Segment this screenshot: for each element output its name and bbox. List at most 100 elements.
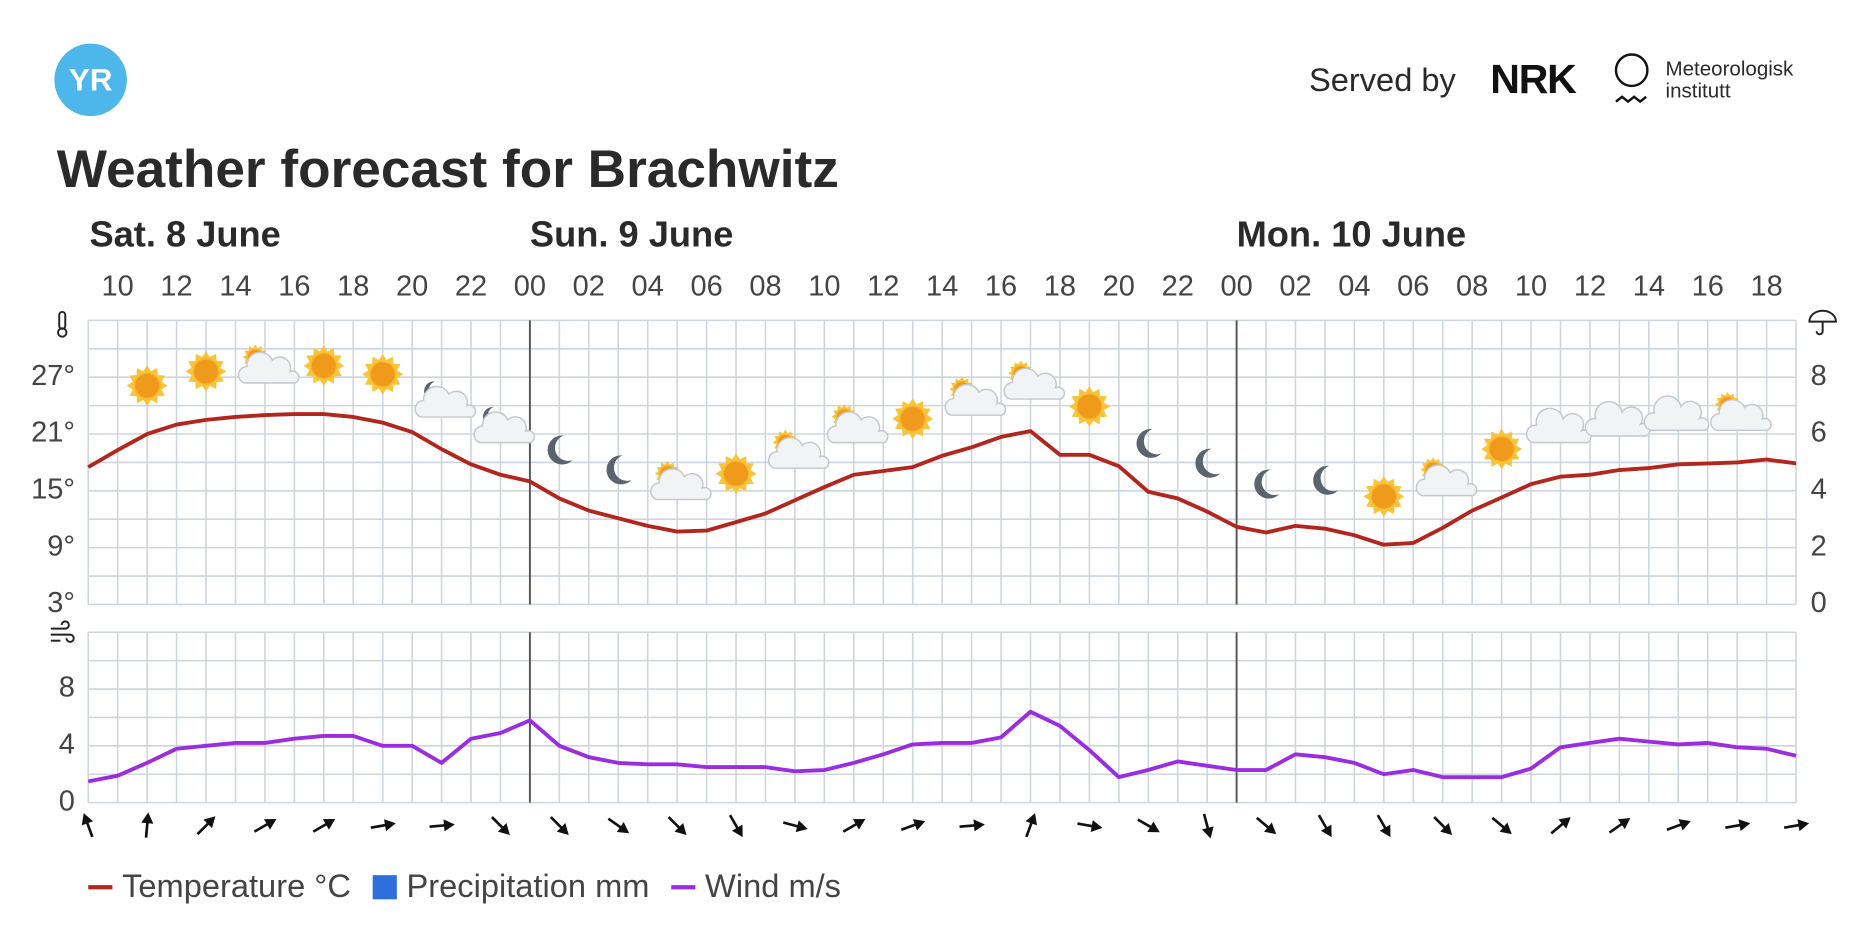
weather-icon <box>1525 407 1592 444</box>
x-tick-label: 08 <box>749 270 781 302</box>
legend-label: Wind m/s <box>705 867 841 904</box>
arrow-head <box>384 819 396 832</box>
moon <box>1254 469 1280 499</box>
arrow-head <box>674 823 687 836</box>
wind-arrow <box>782 820 808 833</box>
y2-tick-label: 0 <box>1811 587 1827 619</box>
wind-arrow <box>1783 819 1810 832</box>
x-tick-label: 14 <box>1633 270 1665 302</box>
wind-arrow <box>1376 814 1391 838</box>
x-tick-label: 16 <box>985 270 1017 302</box>
arrow-head <box>852 818 866 830</box>
cloud <box>1415 464 1478 497</box>
x-tick-label: 14 <box>219 270 251 302</box>
cloud <box>1003 367 1066 400</box>
series-line <box>87 709 1797 784</box>
y-tick-label: 27° <box>31 360 75 392</box>
x-tick-label: 00 <box>514 270 546 302</box>
sun-disc <box>1370 483 1398 510</box>
yr-logo[interactable] <box>54 43 127 117</box>
arrow-head <box>1201 826 1214 839</box>
arrow-head <box>1025 813 1037 826</box>
weather-icon <box>1584 400 1651 437</box>
legend-label: Precipitation mm <box>407 867 650 904</box>
weather-icon <box>1313 465 1338 495</box>
sun-disc <box>899 405 926 432</box>
weather-icon <box>826 404 889 444</box>
moon <box>1195 448 1221 478</box>
day-label: Sat. 8 June <box>89 214 280 255</box>
wind-arrow <box>959 819 985 832</box>
weather-icon <box>126 365 168 407</box>
x-tick-label: 08 <box>1456 270 1488 302</box>
weather-icon <box>715 453 757 495</box>
cloud <box>1584 400 1651 437</box>
weather-icon <box>414 381 477 418</box>
wind-arrow <box>900 819 926 831</box>
moon <box>606 455 632 485</box>
arrow-head <box>497 823 510 836</box>
weather-icon <box>1195 448 1221 478</box>
x-tick-label: 02 <box>573 270 605 302</box>
y2-tick-label: 4 <box>1811 473 1827 505</box>
arrow-head <box>973 819 985 832</box>
weather-icon <box>547 435 573 465</box>
y2-tick-label: 2 <box>1811 530 1827 562</box>
arrow-head <box>1440 823 1453 836</box>
arrow-head <box>443 819 455 832</box>
cloud <box>767 436 830 469</box>
met-name: Meteorologisk <box>1666 58 1795 81</box>
wind-arrow <box>429 819 455 832</box>
chart-title: Weather forecast for Brachwitz <box>57 140 839 199</box>
arrow-head <box>1090 820 1103 832</box>
legend-label: Temperature °C <box>122 867 351 904</box>
weather-icon <box>1643 395 1710 432</box>
x-tick-label: 10 <box>1515 270 1547 302</box>
cloud <box>1525 407 1592 444</box>
met-logo <box>1614 53 1649 88</box>
y-tick-label: 8 <box>59 672 75 704</box>
arrow-head <box>1379 824 1391 838</box>
y-tick-label: 3° <box>47 587 75 619</box>
x-tick-label: 02 <box>1279 270 1311 302</box>
weather-icon <box>650 460 712 501</box>
x-tick-label: 04 <box>1338 270 1370 302</box>
x-tick-label: 22 <box>1162 270 1194 302</box>
cloud <box>414 385 477 418</box>
wind-arrow <box>1725 819 1751 832</box>
x-tick-label: 18 <box>337 270 369 302</box>
nrk-logo[interactable]: NRK <box>1490 56 1578 102</box>
wind-arrow <box>1137 818 1160 833</box>
day-label: Sun. 9 June <box>530 214 733 255</box>
cloud <box>650 468 712 501</box>
arrow-head <box>203 816 216 829</box>
x-tick-label: 06 <box>1397 270 1429 302</box>
weather-icon <box>185 351 227 392</box>
legend-swatch <box>372 875 397 900</box>
arrow-head <box>912 819 926 831</box>
sun-disc <box>133 372 161 399</box>
wind-arrow <box>141 812 154 838</box>
cloud <box>826 411 889 444</box>
x-tick-label: 22 <box>455 270 487 302</box>
sun-disc <box>192 358 220 385</box>
sun-disc <box>722 460 750 487</box>
y-tick-label: 0 <box>59 785 75 817</box>
x-tick-label: 00 <box>1220 270 1252 302</box>
x-tick-label: 16 <box>1692 270 1724 302</box>
arrow-head <box>1617 817 1631 830</box>
arrow-head <box>795 820 808 833</box>
wind-arrow <box>667 816 687 836</box>
arrow-head <box>81 813 94 826</box>
day-label: Mon. 10 June <box>1237 214 1467 255</box>
x-tick-label: 06 <box>690 270 722 302</box>
weather-icon <box>1068 386 1110 427</box>
x-tick-label: 10 <box>102 270 134 302</box>
x-tick-label: 18 <box>1044 270 1076 302</box>
arrow-head <box>1797 819 1810 832</box>
x-tick-label: 12 <box>867 270 899 302</box>
x-tick-label: 14 <box>926 270 958 302</box>
met-name: institutt <box>1666 79 1731 102</box>
wind-arrow <box>1550 817 1571 835</box>
